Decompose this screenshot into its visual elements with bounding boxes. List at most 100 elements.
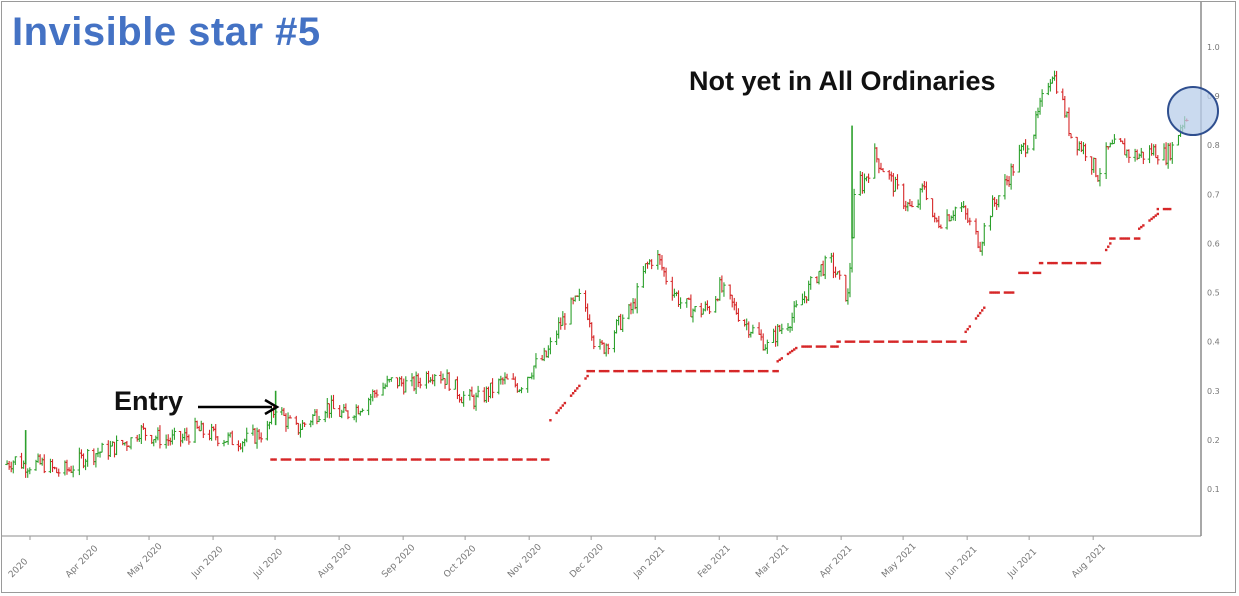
stop-dot xyxy=(574,389,577,392)
stop-dot xyxy=(441,458,445,461)
stop-dot xyxy=(571,392,575,395)
stop-dot xyxy=(578,384,581,388)
x-tick-label: Jan 2021 xyxy=(632,545,668,581)
stop-dot xyxy=(995,291,998,294)
y-tick-label: 0.6 xyxy=(1207,239,1220,248)
stop-dot xyxy=(1018,271,1021,275)
stop-dot xyxy=(375,458,379,461)
stop-dot xyxy=(1107,245,1110,248)
stop-dot xyxy=(1065,261,1069,265)
stop-dot xyxy=(303,458,306,461)
stop-dot xyxy=(809,345,812,348)
stop-dot xyxy=(879,340,883,343)
stop-dot xyxy=(859,340,862,343)
stop-dot xyxy=(714,369,717,373)
stop-dot xyxy=(297,458,300,461)
stop-dot xyxy=(604,369,608,373)
stop-dot xyxy=(1007,291,1011,294)
stop-dot xyxy=(590,369,593,373)
stop-dot xyxy=(344,458,348,461)
stop-dot xyxy=(933,340,936,343)
stop-dot xyxy=(735,369,738,373)
stop-dot xyxy=(342,458,346,461)
stop-dot xyxy=(400,458,403,461)
stop-dot xyxy=(576,387,579,390)
stop-dot xyxy=(751,369,755,373)
stop-dot xyxy=(543,458,546,461)
stop-dot xyxy=(749,369,753,373)
stop-dot xyxy=(1113,237,1116,240)
stop-dot xyxy=(823,345,827,348)
stop-dot xyxy=(371,458,374,461)
stop-dot xyxy=(563,401,567,405)
stop-dot xyxy=(1166,207,1170,211)
stop-dot xyxy=(317,458,321,461)
stop-dot xyxy=(950,340,953,343)
stop-dot xyxy=(1022,271,1025,275)
stop-dot xyxy=(383,458,387,461)
stop-dot xyxy=(1096,261,1100,265)
stop-dot xyxy=(474,458,478,461)
x-tick-label: Apr 2021 xyxy=(818,544,854,580)
stop-dot xyxy=(993,291,996,294)
stop-dot xyxy=(776,369,779,373)
stop-dot xyxy=(443,458,447,461)
stop-dot xyxy=(270,458,273,461)
stop-dot xyxy=(518,458,521,461)
stop-dot xyxy=(629,369,633,373)
stop-dot xyxy=(1061,261,1064,265)
stop-dot xyxy=(1063,261,1067,265)
stop-dot xyxy=(850,340,854,343)
stop-dot xyxy=(778,358,781,362)
stop-dot xyxy=(863,340,866,343)
stop-dot xyxy=(1104,248,1108,252)
stop-dot xyxy=(935,340,938,343)
annotation-entry: Entry xyxy=(114,386,184,416)
stop-dot xyxy=(786,352,790,356)
stop-dot xyxy=(586,369,589,373)
annotation-not-yet-in-all-ordinaries: Not yet in All Ordinaries xyxy=(689,66,996,96)
stop-dot xyxy=(1076,261,1079,265)
stop-dot xyxy=(807,345,810,348)
stop-dot xyxy=(346,458,350,461)
stop-dot xyxy=(476,458,480,461)
stop-dot xyxy=(410,458,414,461)
stop-dot xyxy=(309,458,312,461)
stop-dot xyxy=(815,345,819,348)
stop-dot xyxy=(1038,271,1042,275)
stop-dot xyxy=(501,458,505,461)
stop-dot xyxy=(1169,207,1172,211)
stop-dot xyxy=(821,345,825,348)
stop-dot xyxy=(274,458,277,461)
stop-dot xyxy=(716,369,719,373)
stop-dot xyxy=(679,369,682,373)
stop-dot xyxy=(311,458,315,461)
stop-dot xyxy=(830,345,833,348)
stop-dot xyxy=(545,458,548,461)
stop-dot xyxy=(1125,237,1129,240)
stop-dot xyxy=(286,458,290,461)
stop-dot xyxy=(1032,271,1036,275)
trailing-stop-series xyxy=(270,207,1172,461)
stop-dot xyxy=(454,458,457,461)
x-tick-label: Jul 2021 xyxy=(1005,547,1039,581)
stop-dot xyxy=(561,404,565,407)
stop-dot xyxy=(1055,261,1058,265)
stop-dot xyxy=(875,340,879,343)
stop-dot xyxy=(919,340,922,343)
stop-dot xyxy=(367,458,370,461)
stop-dot xyxy=(288,458,292,461)
stop-dot xyxy=(462,458,465,461)
stop-dot xyxy=(964,340,967,343)
stop-dot xyxy=(720,369,724,373)
stop-dot xyxy=(780,357,784,360)
stop-dot xyxy=(675,369,678,373)
stop-dot xyxy=(520,458,523,461)
stop-dot xyxy=(805,345,808,348)
stop-dot xyxy=(976,314,980,317)
stop-dot xyxy=(1005,291,1009,294)
stop-dot xyxy=(817,345,821,348)
stop-dot xyxy=(429,458,432,461)
stop-dot xyxy=(954,340,957,343)
